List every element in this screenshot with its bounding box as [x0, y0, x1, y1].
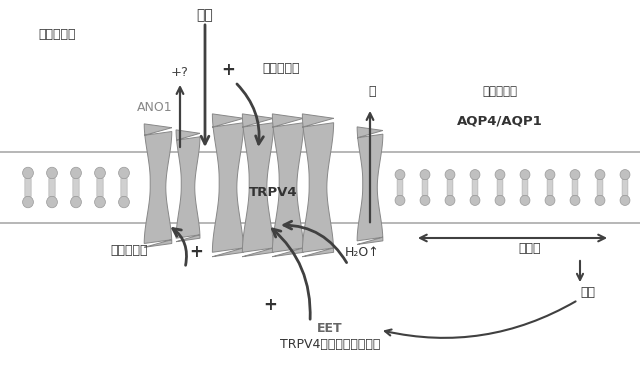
- FancyBboxPatch shape: [572, 179, 578, 196]
- FancyBboxPatch shape: [522, 179, 528, 196]
- Text: 水: 水: [368, 85, 376, 98]
- FancyBboxPatch shape: [97, 178, 103, 197]
- Ellipse shape: [495, 195, 505, 206]
- Ellipse shape: [620, 170, 630, 180]
- FancyBboxPatch shape: [25, 178, 31, 197]
- FancyBboxPatch shape: [497, 179, 503, 196]
- Ellipse shape: [620, 195, 630, 206]
- Ellipse shape: [70, 167, 81, 178]
- Ellipse shape: [22, 196, 33, 208]
- FancyBboxPatch shape: [422, 179, 428, 196]
- Polygon shape: [302, 114, 333, 257]
- Text: TRPV4の内因性刺激物質: TRPV4の内因性刺激物質: [280, 339, 380, 351]
- FancyBboxPatch shape: [472, 179, 478, 196]
- Ellipse shape: [445, 170, 455, 180]
- Polygon shape: [243, 114, 274, 257]
- Ellipse shape: [95, 196, 106, 208]
- Text: AQP4/AQP1: AQP4/AQP1: [457, 115, 543, 128]
- Ellipse shape: [420, 195, 430, 206]
- Ellipse shape: [420, 170, 430, 180]
- FancyBboxPatch shape: [49, 178, 55, 197]
- Ellipse shape: [520, 195, 530, 206]
- Ellipse shape: [22, 167, 33, 178]
- Text: EET: EET: [317, 321, 343, 334]
- Ellipse shape: [445, 195, 455, 206]
- FancyBboxPatch shape: [73, 178, 79, 197]
- Polygon shape: [357, 127, 383, 244]
- Text: TRPV4: TRPV4: [249, 186, 298, 199]
- Ellipse shape: [118, 196, 129, 208]
- FancyBboxPatch shape: [597, 179, 603, 196]
- Text: 体温: 体温: [196, 8, 213, 22]
- Ellipse shape: [95, 167, 106, 178]
- Ellipse shape: [545, 170, 555, 180]
- Ellipse shape: [70, 196, 81, 208]
- Text: カルシウム: カルシウム: [262, 62, 300, 75]
- FancyBboxPatch shape: [121, 178, 127, 197]
- Polygon shape: [273, 114, 303, 257]
- FancyBboxPatch shape: [447, 179, 453, 196]
- Polygon shape: [144, 124, 172, 247]
- Text: （脳室側）: （脳室側）: [38, 28, 76, 41]
- Text: +: +: [263, 296, 277, 314]
- Text: 膜伸展: 膜伸展: [519, 242, 541, 255]
- Text: 水チャネル: 水チャネル: [483, 85, 518, 98]
- Ellipse shape: [470, 170, 480, 180]
- Ellipse shape: [595, 195, 605, 206]
- Text: 産生: 産生: [580, 285, 595, 298]
- Text: +: +: [189, 243, 203, 261]
- Ellipse shape: [595, 170, 605, 180]
- FancyBboxPatch shape: [397, 179, 403, 196]
- Text: H₂O↑: H₂O↑: [345, 246, 380, 258]
- Ellipse shape: [520, 170, 530, 180]
- Text: クロライド: クロライド: [110, 243, 147, 256]
- Ellipse shape: [395, 195, 405, 206]
- FancyBboxPatch shape: [547, 179, 553, 196]
- Ellipse shape: [47, 196, 58, 208]
- Text: ANO1: ANO1: [137, 101, 173, 114]
- Ellipse shape: [570, 195, 580, 206]
- Text: +?: +?: [171, 66, 189, 78]
- Ellipse shape: [470, 195, 480, 206]
- Ellipse shape: [545, 195, 555, 206]
- Polygon shape: [176, 130, 200, 242]
- Ellipse shape: [118, 167, 129, 178]
- Ellipse shape: [47, 167, 58, 178]
- Polygon shape: [212, 114, 244, 257]
- Ellipse shape: [495, 170, 505, 180]
- Text: +: +: [221, 61, 235, 79]
- Ellipse shape: [570, 170, 580, 180]
- FancyBboxPatch shape: [622, 179, 628, 196]
- Ellipse shape: [395, 170, 405, 180]
